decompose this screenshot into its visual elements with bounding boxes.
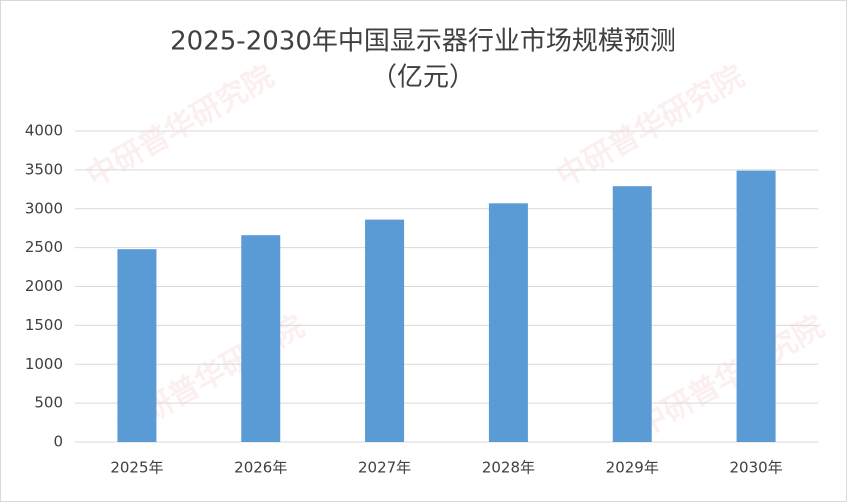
x-tick-label: 2025年: [110, 459, 163, 477]
y-tick-label: 3000: [25, 199, 63, 217]
chart-title: 2025-2030年中国显示器行业市场规模预测: [170, 27, 676, 57]
bar: [365, 219, 405, 442]
y-tick-label: 3500: [25, 160, 63, 178]
y-tick-label: 0: [53, 433, 63, 451]
y-tick-label: 500: [34, 394, 63, 412]
y-tick-label: 2000: [25, 277, 63, 295]
chart-subtitle: （亿元）: [371, 63, 475, 93]
bar: [488, 203, 528, 442]
x-tick-label: 2026年: [234, 459, 287, 477]
bar: [736, 170, 776, 442]
x-tick-label: 2027年: [358, 459, 411, 477]
x-tick-label: 2029年: [606, 459, 659, 477]
x-tick-label: 2030年: [729, 459, 782, 477]
y-tick-label: 4000: [25, 122, 63, 140]
bar: [612, 186, 652, 442]
y-tick-label: 2500: [25, 238, 63, 256]
y-tick-label: 1500: [25, 316, 63, 334]
x-tick-label: 2028年: [482, 459, 535, 477]
bar: [117, 249, 157, 442]
bar: [241, 235, 281, 442]
y-tick-label: 1000: [25, 355, 63, 373]
